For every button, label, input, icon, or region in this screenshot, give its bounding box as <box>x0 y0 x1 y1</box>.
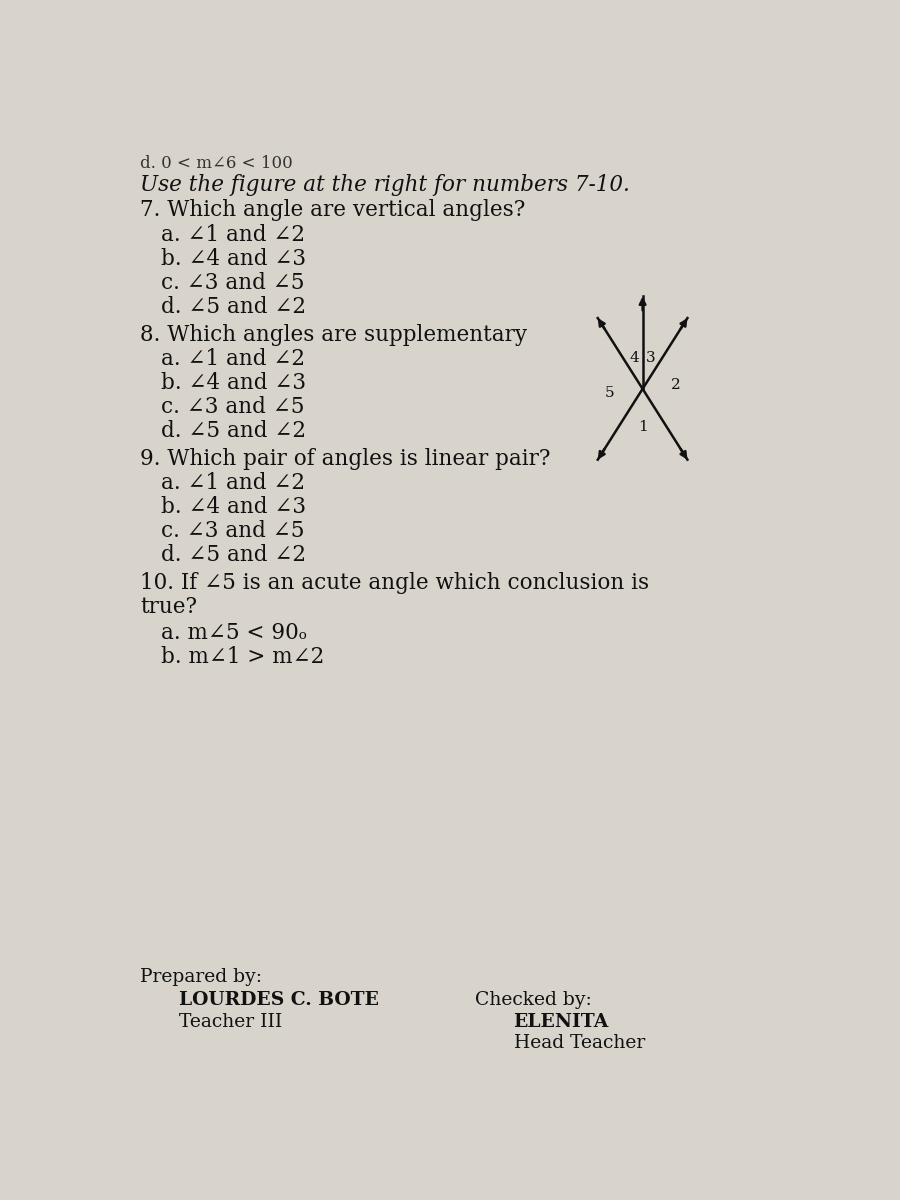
Text: d. 0 < m∠6 < 100: d. 0 < m∠6 < 100 <box>140 155 293 172</box>
Text: 9. Which pair of angles is linear pair?: 9. Which pair of angles is linear pair? <box>140 448 551 470</box>
Text: b. ∠4 and ∠3: b. ∠4 and ∠3 <box>161 496 306 518</box>
Text: c. ∠3 and ∠5: c. ∠3 and ∠5 <box>161 272 305 294</box>
Text: Checked by:: Checked by: <box>475 991 592 1009</box>
Text: 1: 1 <box>638 420 647 434</box>
Text: 5: 5 <box>605 385 614 400</box>
Text: LOURDES C. BOTE: LOURDES C. BOTE <box>179 991 379 1009</box>
Text: c. ∠3 and ∠5: c. ∠3 and ∠5 <box>161 396 305 419</box>
Text: b. m∠1 > m∠2: b. m∠1 > m∠2 <box>161 646 325 667</box>
Text: 3: 3 <box>646 352 656 365</box>
Text: b. ∠4 and ∠3: b. ∠4 and ∠3 <box>161 248 306 270</box>
Text: Head Teacher: Head Teacher <box>514 1034 644 1052</box>
Text: d. ∠5 and ∠2: d. ∠5 and ∠2 <box>161 296 306 318</box>
Text: a. m∠5 < 90ₒ: a. m∠5 < 90ₒ <box>161 622 307 643</box>
Text: ELENITA: ELENITA <box>514 1013 608 1031</box>
Text: Prepared by:: Prepared by: <box>140 968 263 986</box>
Text: true?: true? <box>140 596 197 618</box>
Text: a. ∠1 and ∠2: a. ∠1 and ∠2 <box>161 224 305 246</box>
Text: 4: 4 <box>629 352 639 365</box>
Text: d. ∠5 and ∠2: d. ∠5 and ∠2 <box>161 544 306 566</box>
Text: d. ∠5 and ∠2: d. ∠5 and ∠2 <box>161 420 306 443</box>
Text: a. ∠1 and ∠2: a. ∠1 and ∠2 <box>161 472 305 494</box>
Text: b. ∠4 and ∠3: b. ∠4 and ∠3 <box>161 372 306 395</box>
Text: c. ∠3 and ∠5: c. ∠3 and ∠5 <box>161 520 305 542</box>
Text: a. ∠1 and ∠2: a. ∠1 and ∠2 <box>161 348 305 371</box>
Text: Use the figure at the right for numbers 7-10.: Use the figure at the right for numbers … <box>140 174 630 196</box>
Text: 10. If ∠5 is an acute angle which conclusion is: 10. If ∠5 is an acute angle which conclu… <box>140 572 650 594</box>
Text: 2: 2 <box>671 378 680 392</box>
Text: 8. Which angles are supplementary: 8. Which angles are supplementary <box>140 324 527 346</box>
Text: 7. Which angle are vertical angles?: 7. Which angle are vertical angles? <box>140 199 526 222</box>
Text: Teacher III: Teacher III <box>179 1013 282 1031</box>
